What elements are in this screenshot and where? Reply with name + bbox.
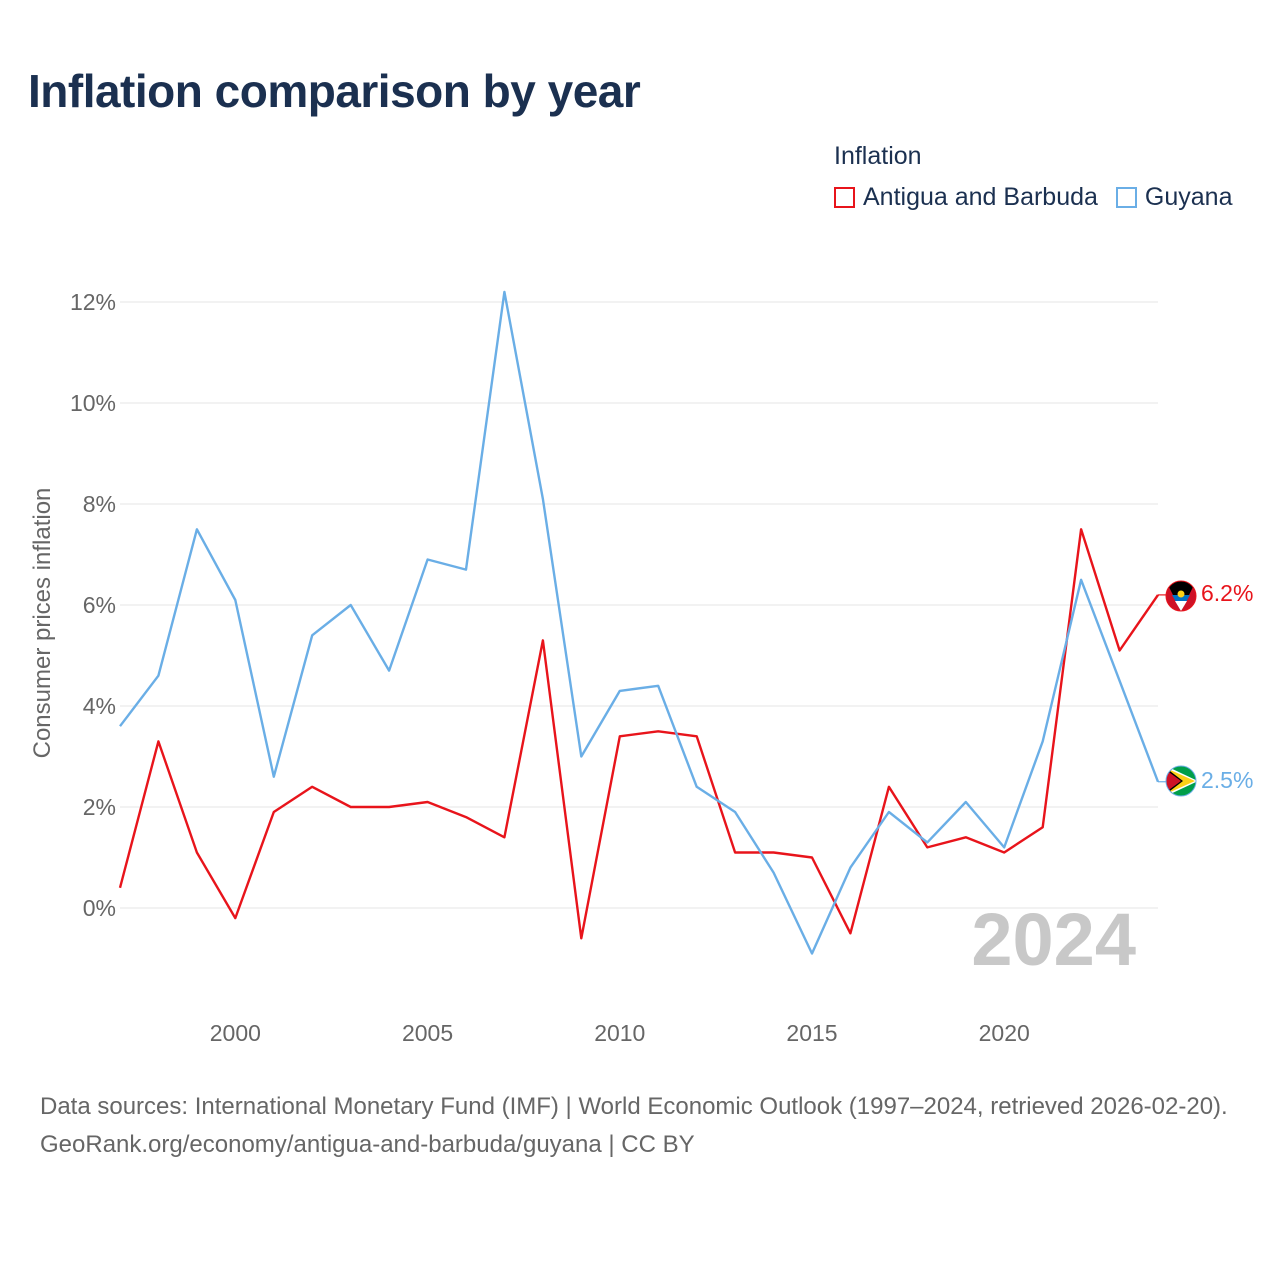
y-tick-label: 10% bbox=[70, 390, 116, 416]
antigua-flag-icon bbox=[1166, 581, 1196, 611]
legend-swatch-guyana bbox=[1115, 187, 1137, 208]
y-tick-label: 0% bbox=[83, 895, 116, 921]
y-axis-label: Consumer prices inflation bbox=[29, 488, 56, 759]
series-line[interactable] bbox=[119, 290, 1160, 955]
legend-swatch-antigua bbox=[834, 187, 855, 208]
series-end-label: 2.5% bbox=[1201, 767, 1253, 793]
y-tick-label: 12% bbox=[70, 289, 116, 315]
y-tick-label: 6% bbox=[83, 592, 116, 618]
legend-label-antigua: Antigua and Barbuda bbox=[863, 183, 1098, 211]
footer: Data sources: International Monetary Fun… bbox=[40, 1088, 1245, 1164]
legend-title: Inflation bbox=[834, 142, 922, 170]
y-tick-label: 8% bbox=[83, 491, 116, 517]
legend: Inflation Antigua and Barbuda Guyana bbox=[834, 142, 1232, 212]
legend-item-guyana[interactable]: Guyana bbox=[1115, 183, 1233, 212]
line-chart: 0% 2% 4% 6% 8% 10% 12% 2000 2005 2010 2015 2020 20… bbox=[29, 289, 1253, 1046]
x-tick-label: 2000 bbox=[210, 1020, 261, 1046]
chart-title: Inflation comparison by year bbox=[28, 65, 641, 117]
y-tick-label: 4% bbox=[83, 693, 116, 719]
x-tick-label: 2015 bbox=[786, 1020, 837, 1046]
x-tick-label: 2010 bbox=[594, 1020, 645, 1046]
data-sources: Data sources: International Monetary Fun… bbox=[40, 1093, 1228, 1120]
year-watermark: 2024 bbox=[971, 898, 1136, 981]
x-tick-label: 2020 bbox=[979, 1020, 1030, 1046]
legend-label-guyana: Guyana bbox=[1144, 183, 1233, 211]
credit-link[interactable]: GeoRank.org/economy/antigua-and-barbuda/… bbox=[40, 1131, 695, 1158]
series-line[interactable] bbox=[118, 528, 1159, 940]
legend-item-antigua[interactable]: Antigua and Barbuda bbox=[834, 183, 1098, 212]
guyana-flag-icon bbox=[1166, 766, 1196, 796]
series-end-label: 6.2% bbox=[1201, 580, 1253, 606]
y-tick-label: 2% bbox=[83, 794, 116, 820]
x-tick-label: 2005 bbox=[402, 1020, 453, 1046]
